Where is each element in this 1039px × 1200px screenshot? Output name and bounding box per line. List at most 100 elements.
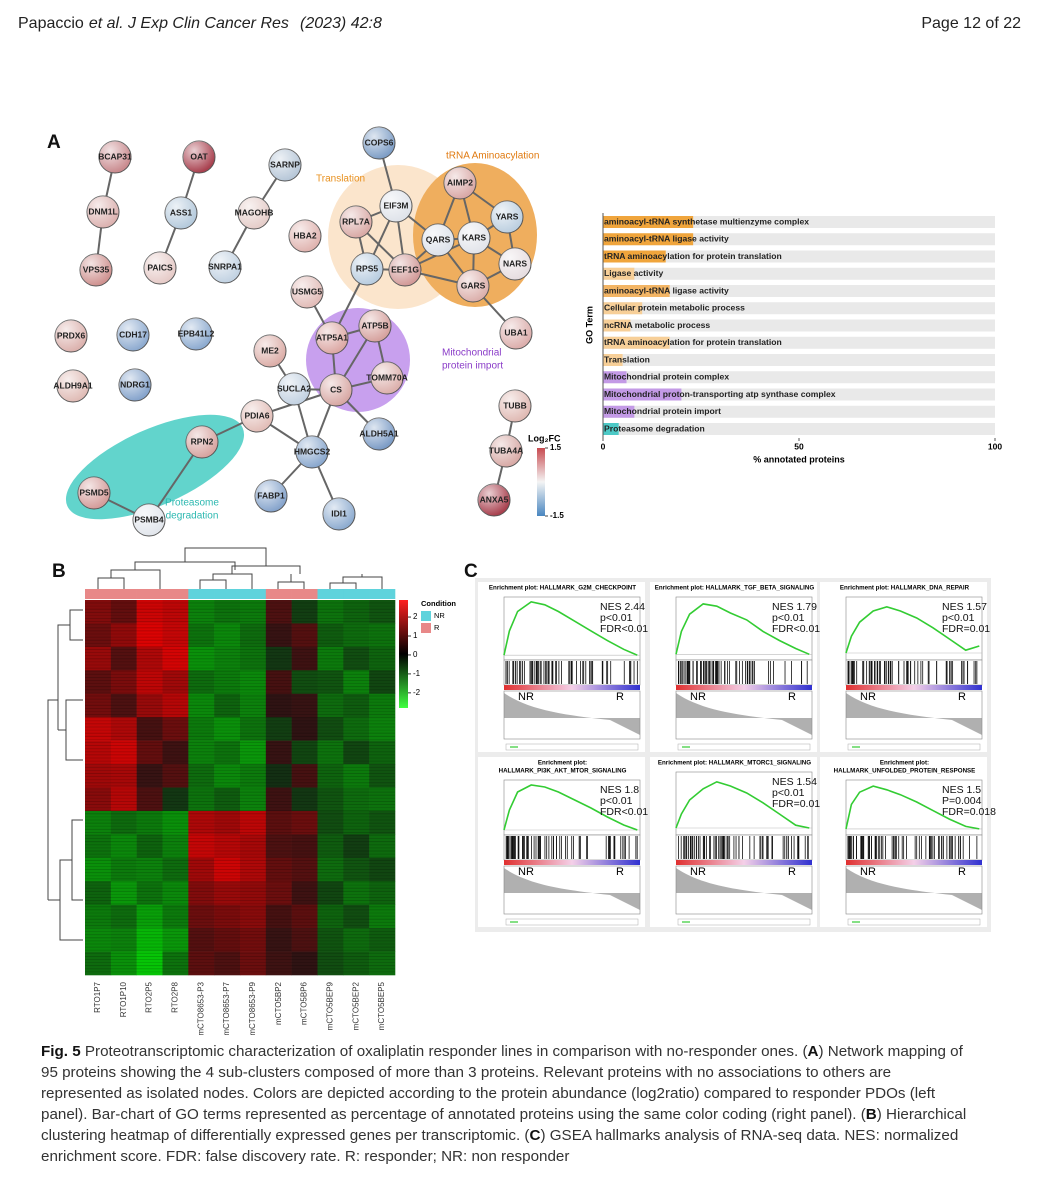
- node-label: USMG5: [292, 286, 323, 296]
- caption-text: A: [807, 1043, 819, 1060]
- heatmap-cell: [343, 623, 370, 648]
- heatmap-cell: [291, 834, 318, 859]
- group-label: NR: [518, 691, 534, 703]
- colorbar-tick-label: 1.5: [550, 443, 562, 452]
- node-shine: [180, 318, 212, 350]
- heatmap-cell: [85, 787, 112, 812]
- bar-label: Proteasome degradation: [604, 423, 705, 433]
- colorbar-title: Log₂FC: [528, 433, 561, 443]
- heatmap-cell: [136, 881, 163, 905]
- heatmap-cell: [136, 717, 163, 741]
- node-shine: [478, 484, 510, 516]
- heatmap-cell: [240, 717, 267, 741]
- figure: Papaccio et al. J Exp Clin Cancer Res (20…: [18, 15, 1021, 1035]
- node-shine: [389, 254, 421, 286]
- heatmap-cell: [343, 881, 370, 905]
- node-shine: [186, 426, 218, 458]
- heatmap-cell: [240, 623, 267, 648]
- bar-label: ncRNA metabolic process: [604, 320, 710, 330]
- heatmap-cell: [136, 670, 163, 695]
- group-label: R: [788, 691, 796, 703]
- heatmap-cell: [265, 904, 292, 929]
- heatmap-cell: [214, 834, 241, 859]
- es-curve: [845, 785, 980, 830]
- caption-text: ) GSEA hallmarks analysis of RNA-seq dat…: [41, 1127, 959, 1165]
- bar-track: [603, 423, 995, 435]
- legend-title: Condition: [421, 599, 456, 608]
- heatmap-cell: [317, 600, 344, 624]
- heatmap-cell: [188, 646, 215, 671]
- heatmap-cell: [110, 904, 137, 929]
- bar: [603, 319, 631, 332]
- condition-cell: [188, 589, 215, 599]
- bar-track: [603, 233, 995, 246]
- heatmap-cell: [317, 717, 344, 741]
- node-shine: [351, 253, 383, 285]
- heatmap-cell: [188, 951, 215, 976]
- bar-track: [603, 302, 995, 315]
- heatmap-cell: [85, 810, 112, 835]
- bar-track: [603, 216, 995, 228]
- heatmap-cell: [162, 646, 189, 671]
- node-label: TOMM70A: [366, 372, 407, 382]
- heatmap-cell: [317, 810, 344, 835]
- node-label: UBA1: [504, 327, 527, 337]
- condition-cell: [265, 589, 292, 599]
- node-shine: [500, 317, 532, 349]
- heatmap-cell: [110, 646, 137, 671]
- stat-label: p<0.01: [772, 787, 805, 799]
- heatmap-cell: [85, 717, 112, 741]
- node-shine: [458, 222, 490, 254]
- barcode-frame: [845, 834, 983, 861]
- cluster-label: Proteasome: [165, 498, 219, 509]
- heatmap-cell: [188, 600, 215, 624]
- stat-label: FDR=0.01: [942, 623, 990, 635]
- colorbar-tick-label: 2: [413, 612, 418, 621]
- heatmap-cell: [85, 904, 112, 929]
- heatmap-cell: [136, 904, 163, 929]
- caption-text: ) Network mapping of 95 proteins showing…: [41, 1043, 963, 1123]
- bar-label: tRNA aminoacylation for protein translat…: [604, 337, 782, 347]
- heatmap-cell: [214, 693, 241, 718]
- node-shine: [80, 254, 112, 286]
- bar-label: Cellular protein metabolic process: [604, 303, 745, 313]
- condition-cell: [136, 589, 163, 599]
- heatmap-cell: [369, 693, 396, 718]
- group-label: NR: [690, 691, 706, 703]
- heatmap-cell: [85, 928, 112, 952]
- node-shine: [320, 374, 352, 406]
- heatmap-cell: [162, 951, 189, 976]
- node-label: PSMD5: [79, 487, 109, 497]
- colorbar-tick-label: 0: [413, 650, 418, 659]
- heatmap-cell: [85, 600, 112, 624]
- heatmap-cell: [110, 951, 137, 976]
- node-label: VPS35: [83, 264, 110, 274]
- node-label: CDH17: [119, 329, 147, 339]
- node-shine: [119, 369, 151, 401]
- bar-label: Mitochondrial protein complex: [604, 372, 729, 382]
- heatmap-cell: [188, 623, 215, 648]
- node-label: ALDH9A1: [53, 380, 92, 390]
- heatmap-cell: [136, 928, 163, 952]
- caption-text: ) Hierarchical clustering heatmap of dif…: [41, 1106, 967, 1144]
- heatmap-cell: [265, 693, 292, 718]
- node-shine: [340, 206, 372, 238]
- metric-frame: [503, 865, 641, 915]
- bar: [603, 250, 666, 263]
- bar-label: aminoacyl-tRNA ligase activity: [604, 285, 729, 295]
- heatmap-cell: [214, 623, 241, 648]
- node-shine: [165, 197, 197, 229]
- caption-text: C: [529, 1127, 541, 1144]
- chart-layer: Translation tRNA Aminoacylation Mitochondr…: [85, 151, 1002, 1035]
- bar-label: Ligase activity: [604, 268, 663, 278]
- node-label: ANXA5: [480, 494, 509, 504]
- bar: [603, 336, 670, 349]
- node-label: EEF1G: [391, 264, 419, 274]
- heatmap-cell: [85, 646, 112, 671]
- node-shine: [99, 141, 131, 173]
- heatmap-cell: [214, 857, 241, 882]
- plot-legend: [847, 918, 981, 926]
- rank-strip: [846, 685, 982, 690]
- colorbar: [537, 448, 545, 516]
